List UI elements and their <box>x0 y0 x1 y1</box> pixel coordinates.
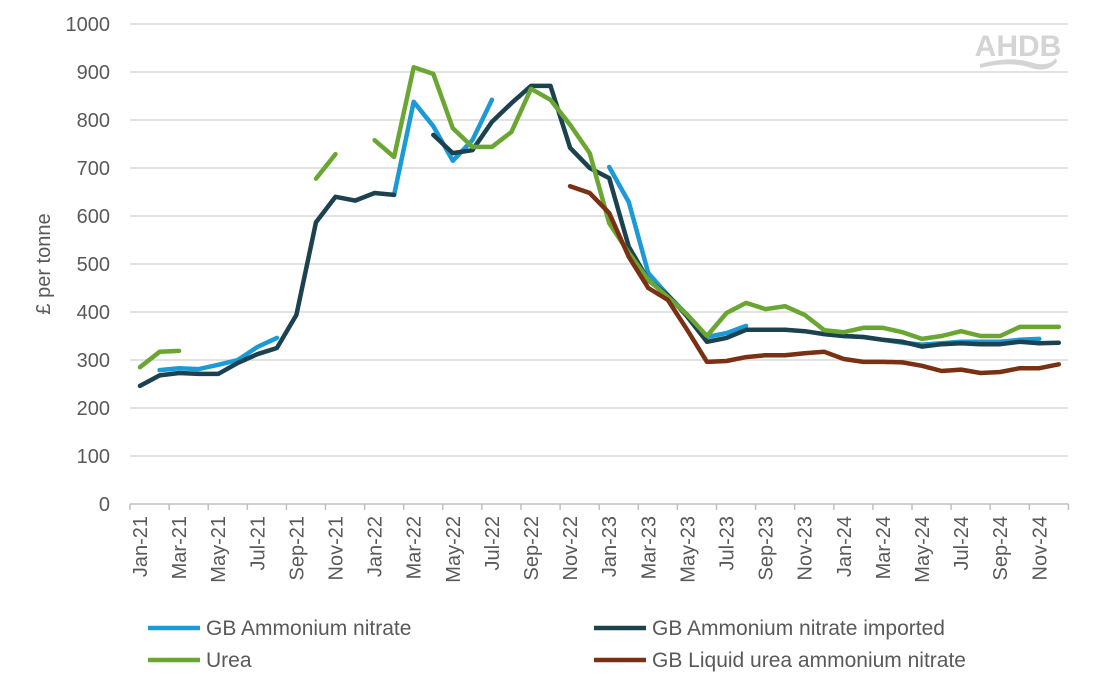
x-tick-label: Nov-24 <box>1029 516 1051 580</box>
y-axis-label: £ per tonne <box>33 213 55 314</box>
series-line-segment <box>431 83 1062 349</box>
legend-item: GB Liquid urea ammonium nitrate <box>594 649 966 672</box>
x-tick-label: Jan-21 <box>130 516 152 577</box>
x-tick-label: Nov-21 <box>326 516 348 580</box>
x-tick-label: Jul-24 <box>951 516 973 570</box>
x-tick-label: Jul-21 <box>247 516 269 570</box>
x-tick-label: Sep-21 <box>286 516 308 581</box>
series-line-segment <box>313 151 338 181</box>
x-tick-label: May-21 <box>208 516 230 583</box>
series-line-segment <box>567 183 1062 376</box>
x-tick-label: Mar-24 <box>873 516 895 579</box>
series-line-segment <box>372 64 1062 342</box>
y-tick-label: 600 <box>77 206 110 228</box>
legend-label: Urea <box>206 649 252 672</box>
series-line-segment <box>157 335 280 373</box>
x-tick-label: Mar-22 <box>404 516 426 579</box>
x-tick-label: Mar-23 <box>638 516 660 579</box>
x-tick-label: Jul-22 <box>482 516 504 570</box>
y-tick-label: 0 <box>99 494 110 516</box>
y-tick-label: 200 <box>77 398 110 420</box>
legend-label: GB Ammonium nitrate <box>206 617 411 640</box>
y-tick-label: 800 <box>77 110 110 132</box>
x-axis: Jan-21 Mar-21 May-21 Jul-21 Sep-21 Nov-21 Jan-… <box>129 504 1070 583</box>
y-tick-label: 300 <box>77 350 110 372</box>
ahdb-logo-text: AHDB <box>975 30 1062 63</box>
x-tick-label: Jan-23 <box>599 516 621 577</box>
y-tick-label: 700 <box>77 158 110 180</box>
legend-item: Urea <box>148 649 252 672</box>
x-tick-label: Sep-24 <box>990 516 1012 581</box>
x-tick-label: Nov-23 <box>795 516 817 580</box>
x-tick-label: Sep-22 <box>521 516 543 581</box>
ahdb-logo-swoosh <box>980 58 1057 70</box>
y-tick-label: 100 <box>77 446 110 468</box>
x-tick-label: Nov-22 <box>560 516 582 580</box>
x-tick-label: Mar-21 <box>169 516 191 579</box>
ahdb-logo: AHDB <box>975 30 1062 70</box>
y-axis-ticks: 0 100 200 300 400 500 600 700 800 900 1000 <box>66 14 111 516</box>
series-lines <box>137 64 1062 389</box>
gridlines <box>130 23 1069 505</box>
x-tick-label: Jan-22 <box>365 516 387 577</box>
x-tick-label: Sep-23 <box>756 516 778 581</box>
x-tick-label: Jan-24 <box>834 516 856 577</box>
y-tick-label: 900 <box>77 62 110 84</box>
series-gb-ammonium-nitrate-imported <box>137 83 1062 389</box>
x-tick-label: May-22 <box>443 516 465 583</box>
legend-label: GB Liquid urea ammonium nitrate <box>652 649 966 672</box>
series-gb-liquid-urea-ammonium-nitrate <box>567 183 1062 376</box>
legend-label: GB Ammonium nitrate imported <box>652 617 945 640</box>
legend: GB Ammonium nitrate GB Ammonium nitrate i… <box>148 617 966 672</box>
series-line-segment <box>137 348 182 370</box>
x-tick-label: May-23 <box>677 516 699 583</box>
x-tick-label: May-24 <box>912 516 934 583</box>
y-tick-label: 500 <box>77 254 110 276</box>
legend-item: GB Ammonium nitrate <box>148 617 411 640</box>
y-tick-label: 400 <box>77 302 110 324</box>
legend-item: GB Ammonium nitrate imported <box>594 617 945 640</box>
series-line-segment <box>137 190 397 389</box>
y-tick-label: 1000 <box>66 14 111 36</box>
x-tick-label: Jul-23 <box>717 516 739 570</box>
series-urea <box>137 64 1062 370</box>
series-gb-ammonium-nitrate <box>157 97 1042 373</box>
